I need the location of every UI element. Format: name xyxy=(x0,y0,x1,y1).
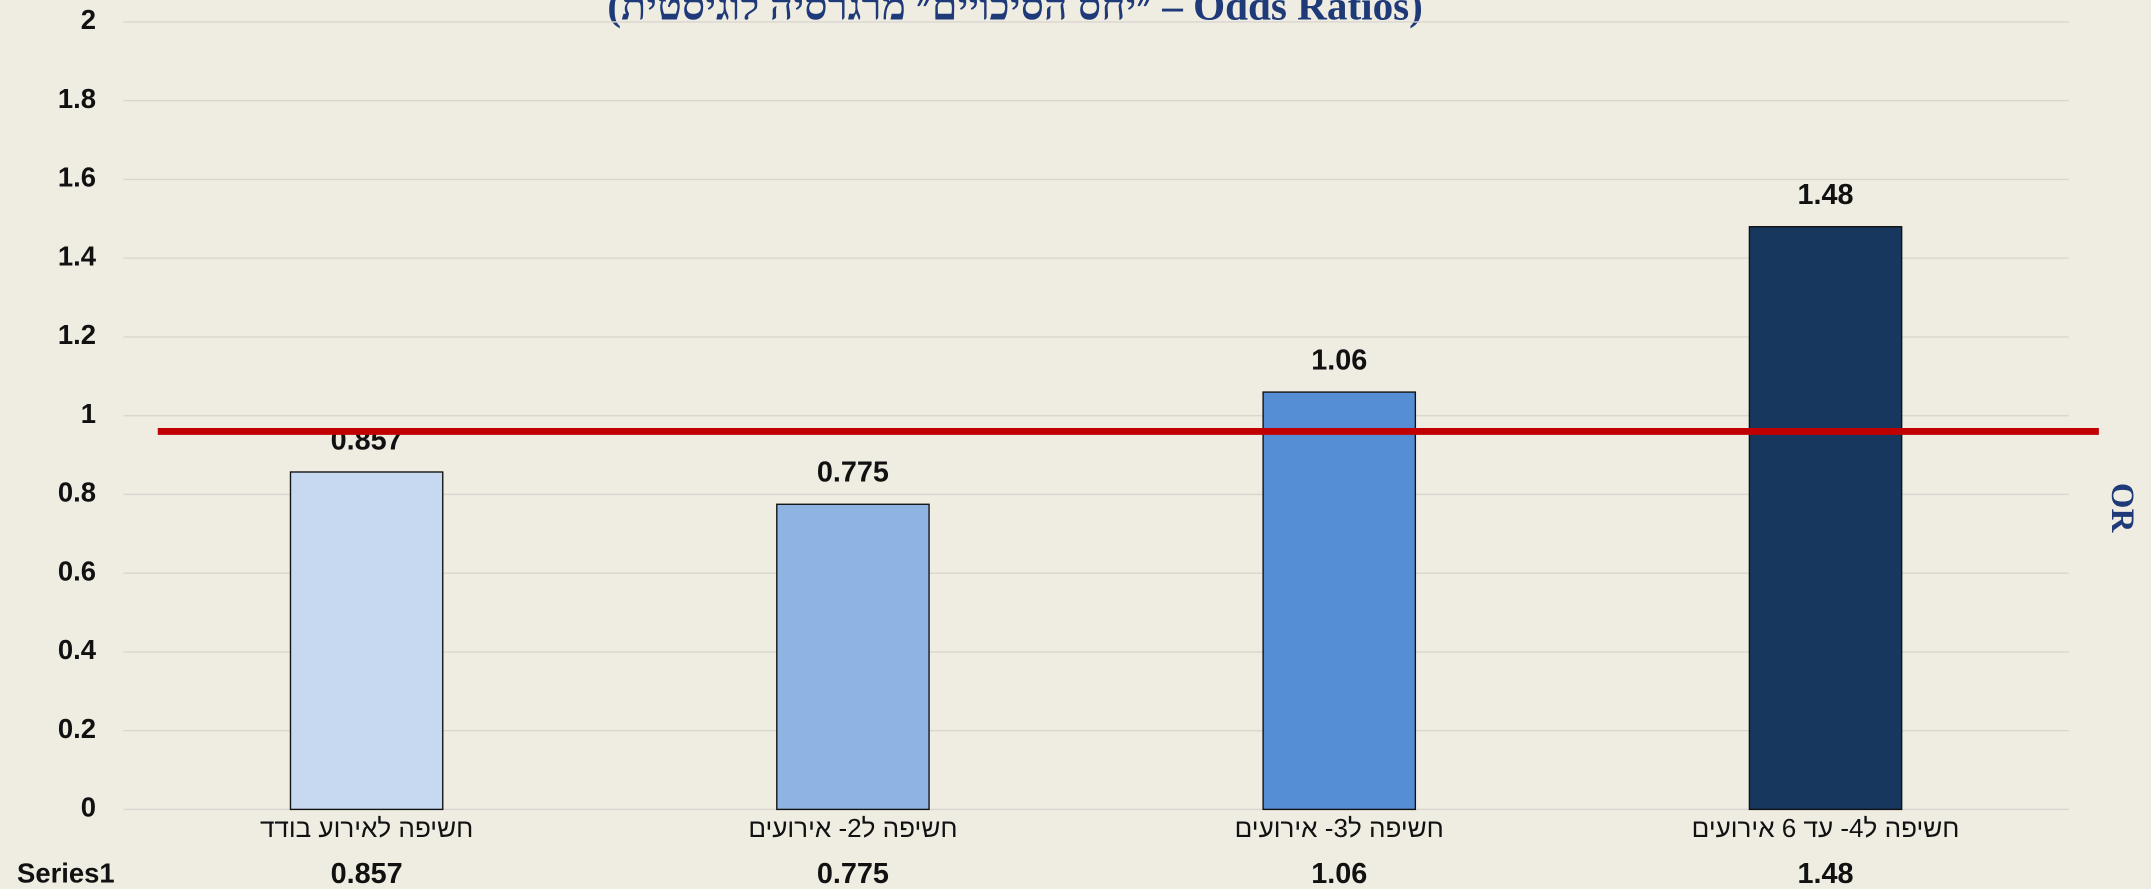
bar xyxy=(289,471,444,811)
y-tick-label: 0.8 xyxy=(58,477,96,508)
y-tick-label: 1 xyxy=(81,398,96,429)
table-value: 0.775 xyxy=(817,858,889,889)
x-tick-label: חשיפה לאירוע בודד xyxy=(260,813,473,843)
table-value: 0.857 xyxy=(331,858,403,889)
y-tick-label: 2 xyxy=(81,4,96,35)
y-tick-label: 1.4 xyxy=(58,240,97,271)
x-tick-label: חשיפה ל4- עד 6 אירועים xyxy=(1692,813,1960,843)
data-label: 0.775 xyxy=(817,457,889,489)
y-tick-label: 1.2 xyxy=(58,319,96,350)
bar xyxy=(776,503,930,811)
chart-title: (Odds Ratios – ״יחס הסיכויים״ מרגרסיה לו… xyxy=(607,0,1422,29)
x-tick-label: חשיפה ל3- אירועים xyxy=(1235,813,1444,843)
data-label: 1.06 xyxy=(1311,344,1367,376)
table-value: 1.48 xyxy=(1798,858,1854,889)
y-tick-label: 1.6 xyxy=(58,162,96,193)
y-tick-label: 0 xyxy=(81,792,96,823)
series-name: Series1 xyxy=(17,857,115,888)
x-tick-label: חשיפה ל2- אירועים xyxy=(748,813,957,843)
y-tick-label: 1.8 xyxy=(58,83,96,114)
y-tick-label: 0.4 xyxy=(58,634,97,665)
bar xyxy=(1748,226,1903,811)
y-tick-label: 0.2 xyxy=(58,713,96,744)
table-value: 1.06 xyxy=(1311,858,1367,889)
bar xyxy=(1262,391,1417,811)
y-axis-label: OR xyxy=(2104,483,2140,534)
data-label: 1.48 xyxy=(1798,179,1854,211)
y-tick-label: 0.6 xyxy=(58,555,96,586)
